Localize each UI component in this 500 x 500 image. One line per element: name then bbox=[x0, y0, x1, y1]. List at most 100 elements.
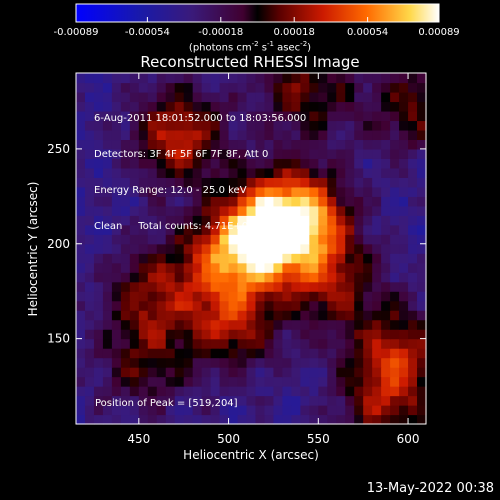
heatmap-cell bbox=[264, 281, 275, 292]
heatmap-cell bbox=[165, 338, 176, 349]
heatmap-cell bbox=[174, 158, 185, 169]
heatmap-cell bbox=[183, 329, 194, 340]
heatmap-cell bbox=[165, 253, 176, 264]
heatmap-cell bbox=[372, 205, 382, 216]
heatmap-cell bbox=[309, 177, 319, 188]
heatmap-cell bbox=[192, 253, 203, 264]
heatmap-cell bbox=[183, 101, 194, 112]
heatmap-cell bbox=[363, 129, 373, 141]
heatmap-cell bbox=[147, 405, 158, 416]
heatmap-cell bbox=[309, 414, 319, 425]
heatmap-cell bbox=[417, 386, 427, 397]
heatmap-cell bbox=[147, 139, 158, 150]
heatmap-cell bbox=[129, 338, 140, 349]
heatmap-cell bbox=[291, 376, 301, 387]
heatmap-cell bbox=[408, 91, 418, 103]
heatmap-cell bbox=[201, 300, 212, 311]
heatmap-cell bbox=[129, 357, 140, 368]
heatmap-cell bbox=[93, 386, 104, 397]
heatmap-cell bbox=[318, 234, 328, 245]
heatmap-cell bbox=[399, 414, 409, 425]
heatmap-cell bbox=[201, 376, 212, 387]
heatmap-cell bbox=[327, 329, 337, 340]
heatmap-cell bbox=[76, 177, 86, 188]
heatmap-cell bbox=[408, 139, 418, 150]
heatmap-cell bbox=[76, 329, 86, 340]
heatmap-cell bbox=[309, 376, 319, 387]
heatmap-cell bbox=[93, 395, 104, 406]
heatmap-cell bbox=[201, 82, 212, 93]
heatmap-cell bbox=[111, 329, 122, 340]
heatmap-cell bbox=[390, 73, 400, 84]
heatmap-cell bbox=[138, 262, 149, 273]
heatmap-cell bbox=[318, 338, 328, 349]
heatmap-cell bbox=[264, 405, 275, 416]
heatmap-cell bbox=[84, 395, 95, 406]
heatmap-cell bbox=[192, 148, 203, 159]
heatmap-cell bbox=[336, 234, 346, 245]
heatmap-cell bbox=[399, 215, 409, 226]
heatmap-cell bbox=[282, 120, 292, 131]
heatmap-cell bbox=[210, 110, 221, 122]
heatmap-cell bbox=[327, 205, 337, 216]
heatmap-cell bbox=[273, 91, 284, 103]
heatmap-cell bbox=[327, 215, 337, 226]
heatmap-cell bbox=[300, 82, 310, 93]
heatmap-cell bbox=[255, 281, 266, 292]
heatmap-cell bbox=[237, 367, 248, 378]
heatmap-cell bbox=[129, 319, 140, 330]
heatmap-cell bbox=[219, 91, 230, 103]
heatmap-cell bbox=[228, 177, 239, 188]
heatmap-cell bbox=[228, 73, 239, 84]
heatmap-cell bbox=[246, 253, 257, 264]
heatmap-cell bbox=[300, 205, 310, 216]
heatmap-cell bbox=[282, 243, 292, 254]
heatmap-cell bbox=[165, 139, 176, 150]
heatmap-cell bbox=[264, 158, 275, 169]
heatmap-cell bbox=[327, 272, 337, 283]
heatmap-cell bbox=[291, 414, 301, 425]
heatmap-cell bbox=[111, 262, 122, 273]
heatmap-cell bbox=[309, 405, 319, 416]
x-tick-label: 600 bbox=[397, 432, 420, 446]
heatmap-cell bbox=[210, 386, 221, 397]
heatmap-cell bbox=[138, 272, 149, 283]
heatmap-cell bbox=[156, 329, 167, 340]
heatmap-cell bbox=[372, 148, 382, 159]
heatmap-cell bbox=[219, 262, 230, 273]
heatmap-cell bbox=[336, 91, 346, 103]
heatmap-cell bbox=[381, 91, 391, 103]
heatmap-cell bbox=[327, 338, 337, 349]
heatmap-cell bbox=[210, 101, 221, 112]
heatmap-cell bbox=[147, 348, 158, 359]
heatmap-cell bbox=[228, 376, 239, 387]
heatmap-cell bbox=[183, 148, 194, 159]
heatmap-cell bbox=[255, 196, 266, 207]
heatmap-cell bbox=[255, 367, 266, 378]
heatmap-cell bbox=[192, 101, 203, 112]
heatmap-cell bbox=[345, 395, 355, 406]
heatmap-cell bbox=[273, 395, 284, 406]
heatmap-cell bbox=[138, 234, 149, 245]
heatmap-cell bbox=[345, 73, 355, 84]
heatmap-cell bbox=[102, 291, 113, 302]
heatmap-cell bbox=[390, 215, 400, 226]
heatmap-cell bbox=[93, 357, 104, 368]
heatmap-cell bbox=[102, 376, 113, 387]
heatmap-cell bbox=[345, 129, 355, 141]
heatmap-cell bbox=[147, 215, 158, 226]
heatmap-cell bbox=[255, 405, 266, 416]
heatmap-cell bbox=[102, 177, 113, 188]
heatmap-cell bbox=[246, 110, 257, 122]
heatmap-cell bbox=[273, 310, 284, 321]
heatmap-cell bbox=[147, 73, 158, 84]
heatmap-cell bbox=[192, 405, 203, 416]
heatmap-cell bbox=[336, 243, 346, 254]
heatmap-cell bbox=[381, 110, 391, 122]
heatmap-cell bbox=[354, 215, 364, 226]
heatmap-cell bbox=[399, 158, 409, 169]
heatmap-cell bbox=[300, 234, 310, 245]
heatmap-cell bbox=[183, 272, 194, 283]
info-clean: Clean bbox=[94, 221, 123, 232]
heatmap-cell bbox=[138, 376, 149, 387]
